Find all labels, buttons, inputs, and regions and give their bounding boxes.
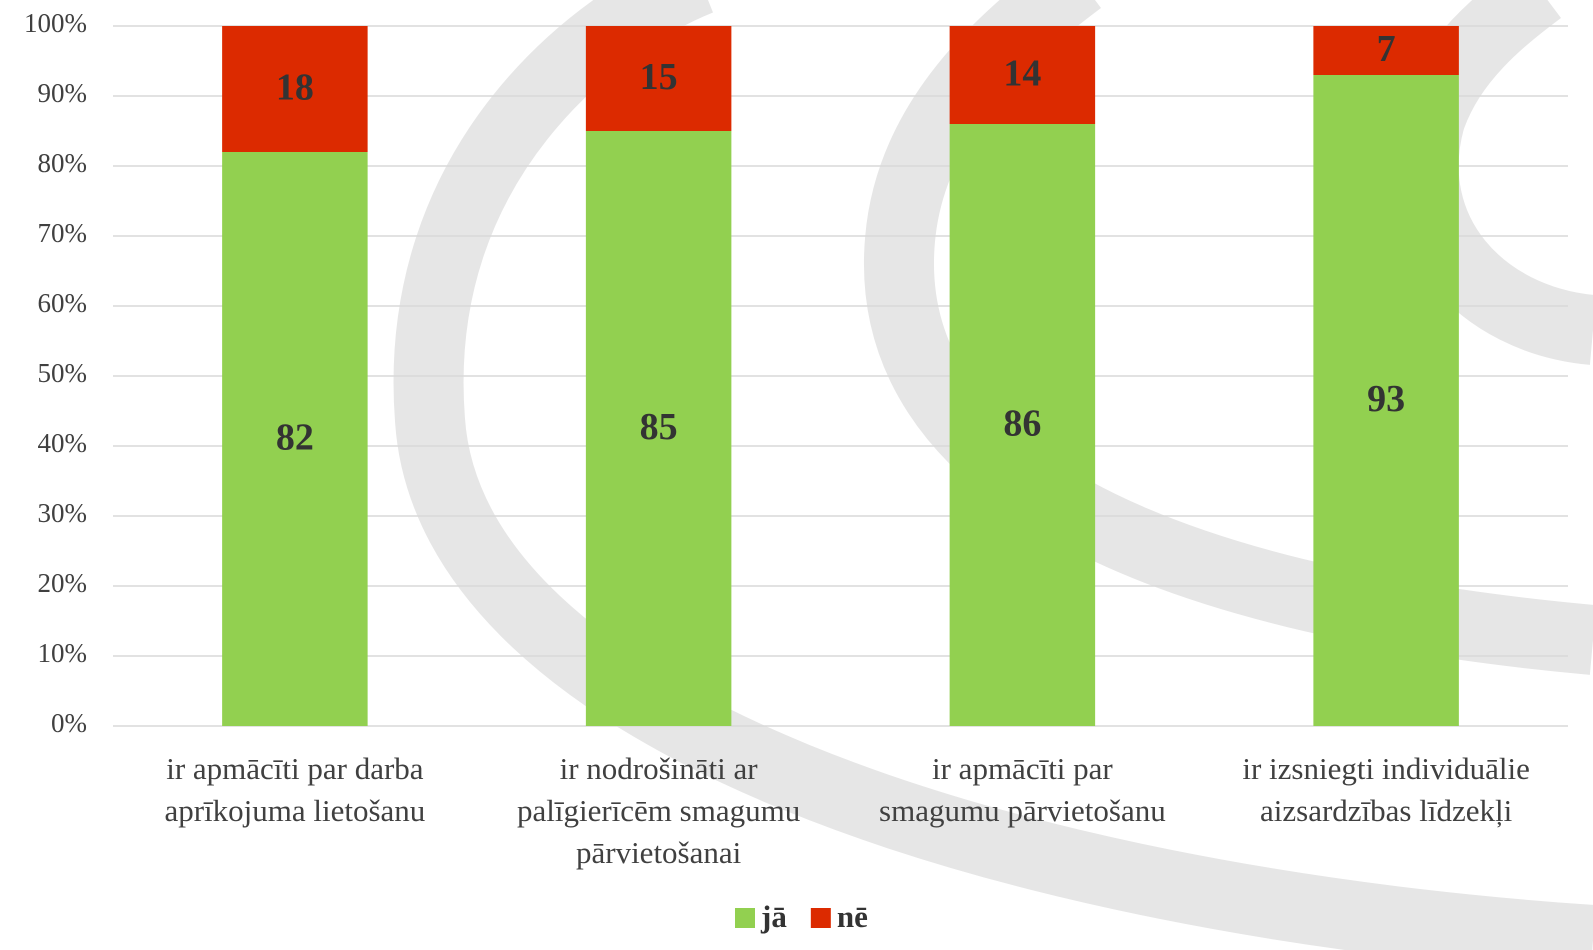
x-tick-label: pārvietošanai [576, 835, 742, 870]
legend-label: nē [837, 899, 868, 934]
data-label: 86 [1003, 403, 1041, 445]
x-tick-label: ir apmācīti par darba [166, 751, 424, 786]
legend-swatch [810, 908, 831, 928]
data-label: 14 [1003, 53, 1041, 95]
y-tick-label: 30% [38, 498, 88, 528]
y-tick-label: 40% [38, 428, 88, 458]
bar-segment [1313, 75, 1459, 726]
y-tick-label: 20% [38, 568, 88, 598]
bar-segment [585, 26, 732, 131]
data-label: 82 [276, 417, 314, 459]
y-tick-label: 50% [38, 358, 88, 388]
x-tick-label: smagumu pārvietošanu [879, 793, 1166, 828]
legend-label: jā [760, 899, 787, 934]
x-tick-label: ir nodrošināti ar [560, 751, 759, 786]
data-label: 7 [1377, 28, 1396, 70]
x-tick-label: aizsardzības līdzekļi [1260, 793, 1513, 828]
y-tick-label: 100% [24, 8, 87, 38]
bar-segment [222, 26, 368, 152]
legend-swatch [735, 908, 755, 928]
data-label: 93 [1367, 378, 1405, 420]
y-tick-label: 80% [38, 148, 88, 178]
x-tick-label: palīgierīcēm smagumu [517, 793, 800, 828]
x-tick-label: aprīkojuma lietošanu [164, 793, 425, 828]
y-tick-label: 90% [38, 78, 88, 108]
data-label: 18 [276, 67, 314, 109]
bar-segment [222, 152, 368, 726]
bar-segment [585, 131, 732, 726]
data-label: 15 [640, 56, 678, 98]
y-tick-label: 70% [38, 218, 88, 248]
x-tick-label: ir izsniegti individuālie [1242, 751, 1530, 786]
data-label: 85 [640, 406, 678, 448]
x-tick-label: ir apmācīti par [932, 751, 1113, 786]
y-tick-label: 10% [38, 638, 88, 668]
legend: jā nē [735, 899, 868, 934]
bar-segment [949, 124, 1096, 726]
bar-segment [949, 26, 1096, 124]
y-tick-label: 60% [38, 288, 88, 318]
y-tick-label: 0% [51, 708, 87, 738]
bar-segment [1313, 26, 1459, 75]
